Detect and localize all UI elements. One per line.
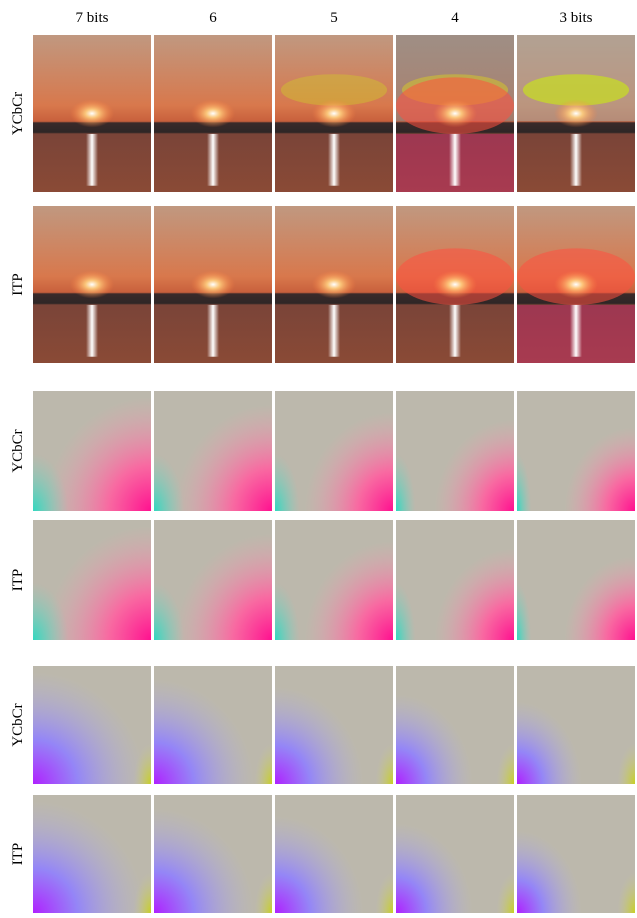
image-panel [517,206,635,363]
image-panel [154,795,272,913]
reflection [86,304,98,357]
image-panel [517,520,635,640]
gradient [517,830,582,913]
reflection [86,133,98,186]
row-label: ITP [10,569,26,592]
reflection [207,133,219,186]
gradient [357,830,393,913]
column-header: 5 [330,10,338,26]
gradient [396,415,429,511]
gradient [396,544,429,640]
image-panel [33,795,151,913]
gradient [564,427,635,511]
image-panel [154,520,272,640]
sun [433,270,477,299]
column-header: 7 bits [76,10,109,26]
gradient [236,701,272,784]
gradient [517,544,541,640]
image-panel [33,520,151,640]
image-panel [396,391,514,511]
reflection [570,133,582,186]
row-label: ITP [10,273,26,296]
gradient [517,701,582,784]
gradient [154,415,205,511]
gradient [599,830,635,913]
image-panel [396,35,514,192]
row-label: YCbCr [10,429,26,472]
image-panel [275,206,393,363]
gradient [154,544,205,640]
reflection [570,304,582,357]
row-label: YCbCr [10,703,26,746]
gradient [478,701,514,784]
sun [554,99,598,128]
gradient [33,415,92,511]
image-panel [517,35,635,192]
sun [433,99,477,128]
sun [554,270,598,299]
gradient [275,686,364,784]
row-label: ITP [10,843,26,866]
image-panel [33,206,151,363]
image-panel [33,391,151,511]
gradient [275,544,317,640]
image-panel [517,795,635,913]
gradient [564,556,635,640]
gradient [396,694,473,784]
image-panel [154,391,272,511]
sun [191,270,235,299]
column-header: 6 [209,10,217,26]
image-panel [154,206,272,363]
image-panel [275,35,393,192]
gradient [304,412,393,511]
image-panel [275,520,393,640]
image-panel [396,795,514,913]
reflection [207,304,219,357]
gradient [599,701,635,784]
gradient [33,544,92,640]
gradient [434,419,514,511]
image-panel [33,35,151,192]
gradient [275,815,364,913]
image-panel [275,795,393,913]
sun [70,270,114,299]
gradient [517,415,541,511]
reflection [328,133,340,186]
image-panel [33,666,151,784]
image-panel [396,206,514,363]
gradient [115,701,151,784]
gradient [275,415,317,511]
artifact [522,74,630,106]
sun [312,99,356,128]
artifact [280,74,388,106]
gradient [396,823,473,913]
gradient [357,701,393,784]
gradient [304,541,393,640]
image-panel [275,391,393,511]
image-panel [275,666,393,784]
image-panel [154,35,272,192]
image-panel [517,391,635,511]
sun [312,270,356,299]
reflection [449,304,461,357]
column-header: 3 bits [560,10,593,26]
sun [70,99,114,128]
image-panel [517,666,635,784]
reflection [449,133,461,186]
gradient [478,830,514,913]
image-panel [396,520,514,640]
sun [191,99,235,128]
row-label: YCbCr [10,92,26,135]
gradient [236,830,272,913]
gradient [434,548,514,640]
image-panel [396,666,514,784]
image-panel [154,666,272,784]
reflection [328,304,340,357]
gradient [115,830,151,913]
column-header: 4 [451,10,459,26]
